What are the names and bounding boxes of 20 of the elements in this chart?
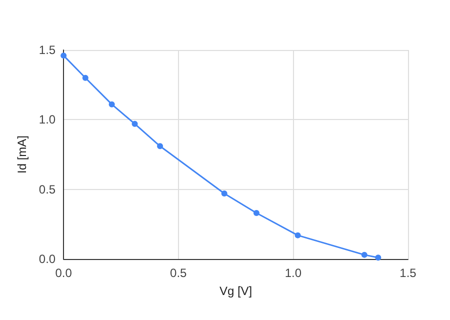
y-tick-label: 1.5 xyxy=(38,43,56,57)
point xyxy=(157,143,164,150)
y-tick-label: 0.5 xyxy=(38,182,56,196)
x-tick-label: 0.5 xyxy=(170,266,188,280)
point xyxy=(221,190,228,197)
x-axis-title: Vg [V] xyxy=(219,284,252,298)
point xyxy=(108,101,115,108)
y-axis-title: Id [mA] xyxy=(15,135,29,174)
point xyxy=(253,210,260,216)
x-tick-label: 1.5 xyxy=(400,266,417,280)
y-tick-label: 0.0 xyxy=(38,252,56,266)
y-tick-label: 1.0 xyxy=(38,112,56,127)
point xyxy=(361,252,368,258)
x-tick-label: 1.0 xyxy=(284,266,302,280)
point xyxy=(82,74,88,81)
point xyxy=(60,52,67,59)
point xyxy=(294,232,301,238)
point xyxy=(132,120,138,127)
point xyxy=(375,254,382,261)
x-tick-label: 0.0 xyxy=(55,266,72,280)
